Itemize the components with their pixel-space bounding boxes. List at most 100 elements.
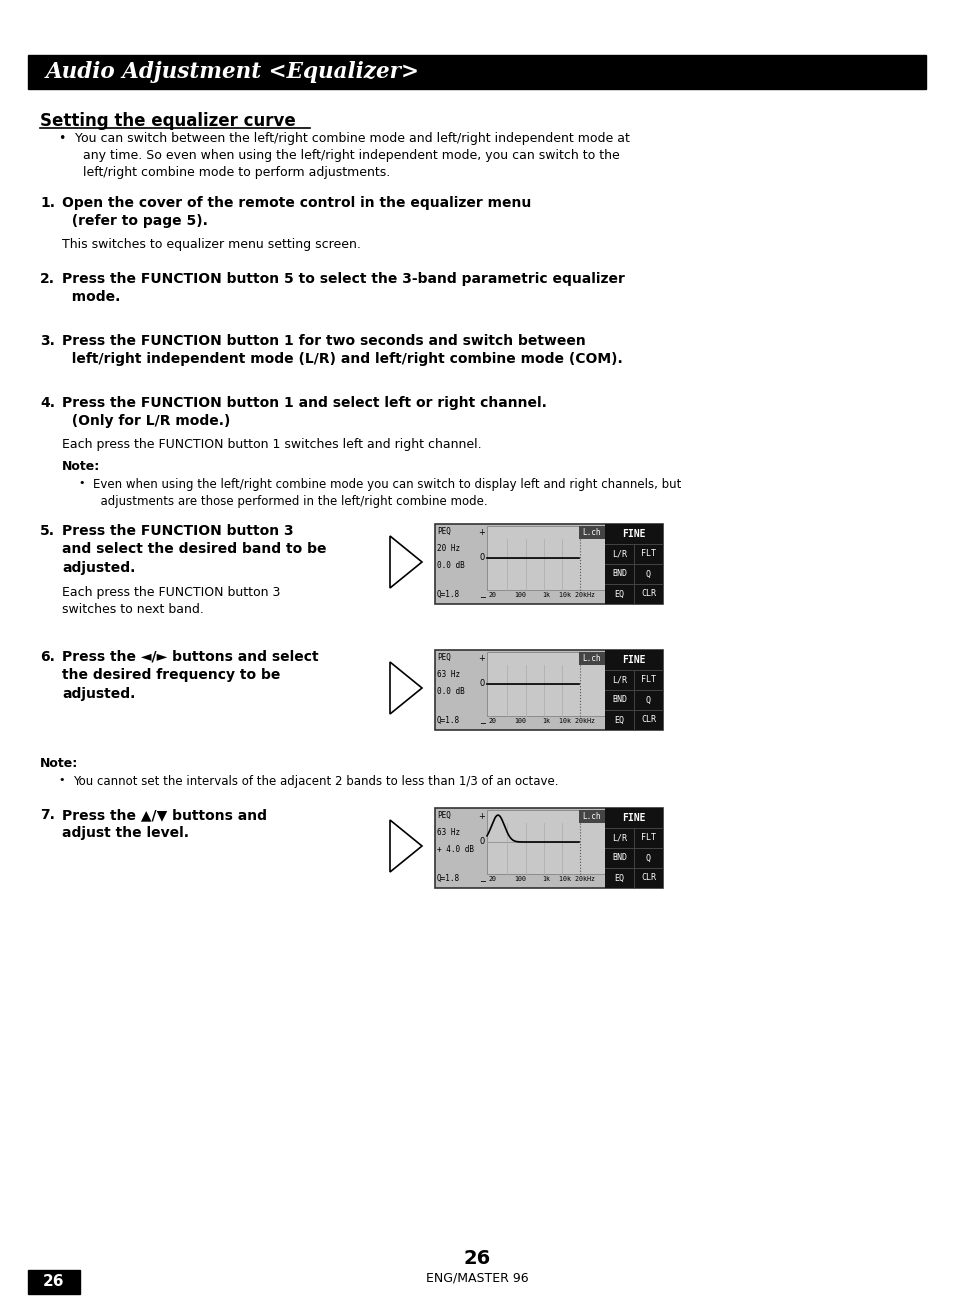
Bar [435, 808, 662, 887]
Text: L.ch: L.ch [582, 812, 600, 821]
Text: Q=1.8: Q=1.8 [436, 716, 459, 725]
Text: ENG/MASTER 96: ENG/MASTER 96 [425, 1272, 528, 1285]
Polygon shape [390, 663, 421, 714]
Text: L/R: L/R [612, 834, 626, 843]
Text: FLT: FLT [640, 676, 656, 685]
Text: 100: 100 [514, 876, 525, 882]
Bar [28, 55, 925, 89]
Text: 0: 0 [479, 836, 484, 846]
Text: Press the ▲/▼ buttons and
adjust the level.: Press the ▲/▼ buttons and adjust the lev… [62, 808, 267, 840]
Text: 100: 100 [514, 718, 525, 724]
Text: 10k 20kHz: 10k 20kHz [558, 592, 594, 599]
Text: Press the FUNCTION button 1 and select left or right channel.
  (Only for L/R mo: Press the FUNCTION button 1 and select l… [62, 396, 546, 429]
Text: 1k: 1k [541, 592, 550, 599]
Text: 0: 0 [479, 678, 484, 687]
Bar [604, 650, 662, 731]
Text: 10k 20kHz: 10k 20kHz [558, 876, 594, 882]
Text: 20: 20 [488, 718, 497, 724]
Text: Press the FUNCTION button 3
and select the desired band to be
adjusted.: Press the FUNCTION button 3 and select t… [62, 524, 326, 575]
Text: Q=1.8: Q=1.8 [436, 589, 459, 599]
Bar [578, 525, 604, 538]
Text: 10k 20kHz: 10k 20kHz [558, 718, 594, 724]
Text: +: + [477, 812, 484, 821]
Bar [578, 652, 604, 665]
Text: Q=1.8: Q=1.8 [436, 874, 459, 884]
Text: 26: 26 [43, 1274, 65, 1290]
Text: 7.: 7. [40, 808, 55, 822]
Bar [486, 525, 604, 589]
Polygon shape [390, 819, 421, 872]
Text: EQ: EQ [614, 715, 624, 724]
Text: CLR: CLR [640, 715, 656, 724]
Text: BND: BND [612, 570, 626, 579]
Text: Each press the FUNCTION button 1 switches left and right channel.: Each press the FUNCTION button 1 switche… [62, 438, 481, 451]
Text: +: + [477, 528, 484, 537]
Text: L/R: L/R [612, 676, 626, 685]
Text: EQ: EQ [614, 873, 624, 882]
Text: FLT: FLT [640, 549, 656, 558]
Bar [604, 524, 662, 604]
Text: 20 Hz: 20 Hz [436, 544, 459, 553]
Text: 3.: 3. [40, 335, 55, 348]
Bar [435, 524, 662, 604]
Text: You cannot set the intervals of the adjacent 2 bands to less than 1/3 of an octa: You cannot set the intervals of the adja… [73, 775, 558, 788]
Bar [486, 810, 604, 874]
Polygon shape [390, 536, 421, 588]
Text: Press the ◄/► buttons and select
the desired frequency to be
adjusted.: Press the ◄/► buttons and select the des… [62, 650, 318, 701]
Text: L.ch: L.ch [582, 654, 600, 663]
Text: PEQ: PEQ [436, 654, 451, 663]
Text: CLR: CLR [640, 589, 656, 599]
Text: 0.0 dB: 0.0 dB [436, 687, 464, 697]
Text: Q: Q [645, 695, 650, 704]
Text: Open the cover of the remote control in the equalizer menu
  (refer to page 5).: Open the cover of the remote control in … [62, 196, 531, 229]
Text: 26: 26 [463, 1248, 490, 1268]
Text: 6.: 6. [40, 650, 55, 664]
Text: _: _ [479, 714, 484, 724]
Text: CLR: CLR [640, 873, 656, 882]
Text: •: • [58, 132, 66, 145]
Text: _: _ [479, 872, 484, 882]
Text: L/R: L/R [612, 549, 626, 558]
Text: Even when using the left/right combine mode you can switch to display left and r: Even when using the left/right combine m… [92, 478, 680, 507]
Bar [604, 808, 662, 887]
Text: 63 Hz: 63 Hz [436, 829, 459, 836]
Text: FLT: FLT [640, 834, 656, 843]
Text: Note:: Note: [62, 460, 100, 473]
Text: You can switch between the left/right combine mode and left/right independent mo: You can switch between the left/right co… [75, 132, 629, 179]
Text: 0.0 dB: 0.0 dB [436, 561, 464, 570]
Text: •: • [78, 478, 85, 488]
Text: FINE: FINE [621, 529, 645, 538]
Text: Each press the FUNCTION button 3
switches to next band.: Each press the FUNCTION button 3 switche… [62, 586, 280, 616]
Text: PEQ: PEQ [436, 527, 451, 536]
Text: +: + [477, 654, 484, 663]
Bar [486, 652, 604, 716]
Text: 4.: 4. [40, 396, 55, 410]
Text: Q: Q [645, 853, 650, 863]
Text: BND: BND [612, 853, 626, 863]
Text: 5.: 5. [40, 524, 55, 538]
Bar [435, 650, 662, 731]
Text: BND: BND [612, 695, 626, 704]
Text: _: _ [479, 588, 484, 599]
Text: 1k: 1k [541, 876, 550, 882]
Text: Press the FUNCTION button 5 to select the 3-band parametric equalizer
  mode.: Press the FUNCTION button 5 to select th… [62, 272, 624, 305]
Text: 2.: 2. [40, 272, 55, 286]
Text: PEQ: PEQ [436, 812, 451, 819]
Text: FINE: FINE [621, 655, 645, 665]
Text: Press the FUNCTION button 1 for two seconds and switch between
  left/right inde: Press the FUNCTION button 1 for two seco… [62, 335, 622, 366]
Text: EQ: EQ [614, 589, 624, 599]
Text: 20: 20 [488, 592, 497, 599]
Text: 1k: 1k [541, 718, 550, 724]
Text: 100: 100 [514, 592, 525, 599]
Text: Q: Q [645, 570, 650, 579]
Text: 0: 0 [479, 553, 484, 562]
Text: L.ch: L.ch [582, 528, 600, 537]
Text: + 4.0 dB: + 4.0 dB [436, 846, 474, 853]
Text: 1.: 1. [40, 196, 55, 210]
Text: This switches to equalizer menu setting screen.: This switches to equalizer menu setting … [62, 238, 360, 251]
Text: Audio Adjustment <Equalizer>: Audio Adjustment <Equalizer> [46, 61, 419, 84]
Text: 63 Hz: 63 Hz [436, 670, 459, 680]
Bar [578, 810, 604, 823]
Text: Note:: Note: [40, 757, 78, 770]
Text: •: • [58, 775, 65, 786]
